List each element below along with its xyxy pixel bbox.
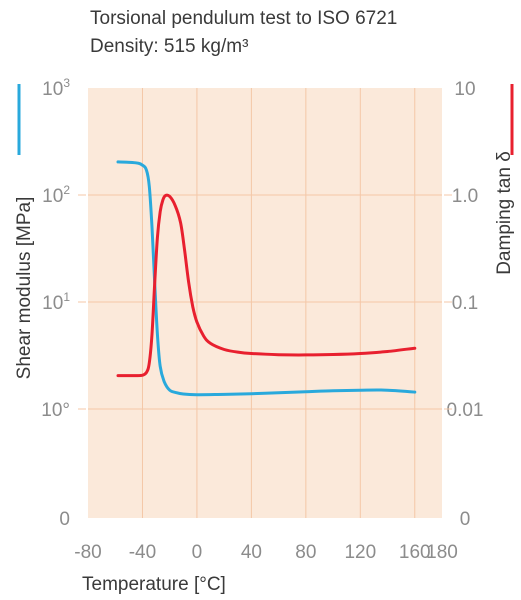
right-tick-label: 1.0 xyxy=(452,186,478,207)
left-tick-label: 103 xyxy=(42,76,70,100)
x-tick-label: 160 xyxy=(399,542,431,563)
right-tick-label: 0.1 xyxy=(452,293,478,314)
left-tick-label: 102 xyxy=(42,183,70,207)
plot-area xyxy=(88,88,442,518)
grid xyxy=(88,88,442,518)
x-tick-label: 0 xyxy=(192,542,203,563)
right-tick-label: 0.01 xyxy=(447,400,484,421)
left-axis-ticks: 103 102 101 10° 0 xyxy=(41,76,86,530)
left-tick-label: 101 xyxy=(42,290,70,314)
x-tick-label: -80 xyxy=(74,542,101,563)
x-axis-label: Temperature [°C] xyxy=(82,574,226,595)
y-axis-right-label: Damping tan δ xyxy=(494,151,515,275)
right-tick-label: 0 xyxy=(460,509,471,530)
shear-modulus-line xyxy=(116,160,417,397)
right-tick-label: 10 xyxy=(454,79,475,100)
left-tick-label: 0 xyxy=(59,509,70,530)
right-axis-ticks: 10 1.0 0.1 0.01 0 xyxy=(444,79,483,530)
x-tick-label: 120 xyxy=(344,542,376,563)
left-tick-label: 10° xyxy=(41,400,70,421)
x-tick-label: 80 xyxy=(295,542,316,563)
x-tick-label: -40 xyxy=(129,542,156,563)
x-tick-label: 180 xyxy=(426,542,458,563)
damping-line xyxy=(116,193,417,378)
x-tick-label: 40 xyxy=(241,542,262,563)
chart-title: Torsional pendulum test to ISO 6721 xyxy=(90,8,398,29)
y-axis-left-label: Shear modulus [MPa] xyxy=(14,197,35,380)
series-layer xyxy=(116,160,417,397)
chart-subtitle: Density: 515 kg/m³ xyxy=(90,36,249,57)
